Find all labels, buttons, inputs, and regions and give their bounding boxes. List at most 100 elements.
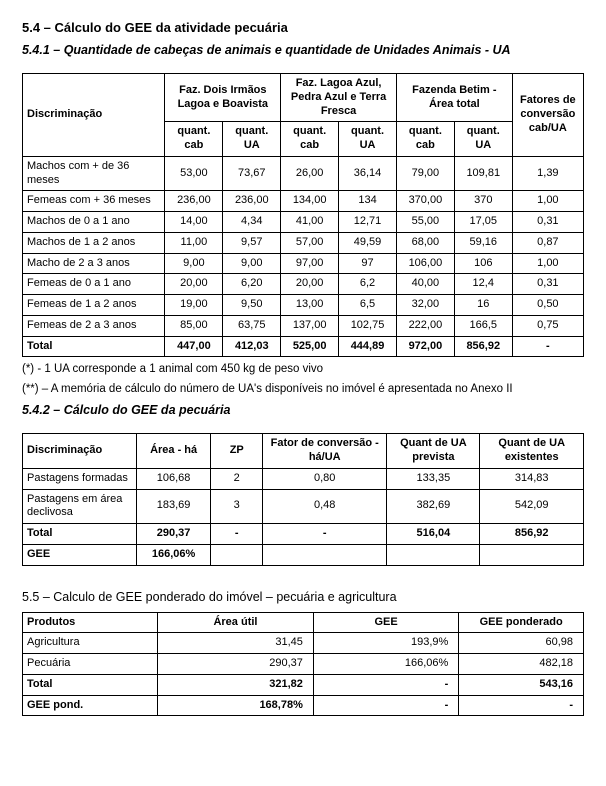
cell-value: 0,48 [263, 489, 387, 524]
row-label: Total [23, 674, 158, 695]
cell-value: 1,39 [512, 156, 583, 191]
table-row: Femeas de 0 a 1 ano20,006,2020,006,240,0… [23, 274, 584, 295]
cell-value [263, 544, 387, 565]
cell-value: 40,00 [396, 274, 454, 295]
cell-value: 482,18 [459, 654, 584, 675]
col-factors: Fatores de conversão cab/UA [512, 74, 583, 157]
cell-value: 97 [339, 253, 397, 274]
table-row: Machos de 0 a 1 ano14,004,3441,0012,7155… [23, 212, 584, 233]
cell-value: 49,59 [339, 232, 397, 253]
cell-value: 60,98 [459, 633, 584, 654]
cell-value: 972,00 [396, 336, 454, 357]
cell-value: 85,00 [165, 315, 223, 336]
cell-value: 12,71 [339, 212, 397, 233]
row-label: Femeas de 0 a 1 ano [23, 274, 165, 295]
cell-value: 133,35 [387, 468, 480, 489]
cell-value: 290,37 [158, 654, 314, 675]
cell-value: 236,00 [223, 191, 281, 212]
cell-value: 73,67 [223, 156, 281, 191]
cell-value: 20,00 [281, 274, 339, 295]
cell-value: 222,00 [396, 315, 454, 336]
cell-value: 19,00 [165, 295, 223, 316]
cell-value: 0,75 [512, 315, 583, 336]
cell-value: 97,00 [281, 253, 339, 274]
row-label: Femeas de 1 a 2 anos [23, 295, 165, 316]
cell-value: 0,50 [512, 295, 583, 316]
cell-value: 36,14 [339, 156, 397, 191]
cell-value: - [313, 695, 458, 716]
cell-value: 68,00 [396, 232, 454, 253]
table-row: Pastagens formadas106,6820,80133,35314,8… [23, 468, 584, 489]
cell-value: 166,06% [313, 654, 458, 675]
table-row: Pastagens em área declivosa183,6930,4838… [23, 489, 584, 524]
row-label: GEE pond. [23, 695, 158, 716]
cell-value: 370 [454, 191, 512, 212]
cell-value: 0,80 [263, 468, 387, 489]
cell-value: - [459, 695, 584, 716]
cell-value: 290,37 [136, 524, 211, 545]
cell-value: 106 [454, 253, 512, 274]
cell-value: 9,50 [223, 295, 281, 316]
cell-value: 53,00 [165, 156, 223, 191]
cell-value: 17,05 [454, 212, 512, 233]
col-farm2: Faz. Lagoa Azul, Pedra Azul e Terra Fres… [281, 74, 397, 122]
table-row: Pecuária290,37166,06%482,18 [23, 654, 584, 675]
cell-value: 6,2 [339, 274, 397, 295]
row-label: Femeas de 2 a 3 anos [23, 315, 165, 336]
cell-value: 166,06% [136, 544, 211, 565]
cell-value: 20,00 [165, 274, 223, 295]
cell-value: - [313, 674, 458, 695]
cell-value: 856,92 [480, 524, 584, 545]
cell-value: 0,31 [512, 212, 583, 233]
table-row: Machos de 1 a 2 anos11,009,5757,0049,596… [23, 232, 584, 253]
col-qcab: quant. cab [281, 122, 339, 157]
cell-value: 102,75 [339, 315, 397, 336]
row-label: Machos com + de 36 meses [23, 156, 165, 191]
cell-value: 31,45 [158, 633, 314, 654]
cell-value: 4,34 [223, 212, 281, 233]
cell-value: 13,00 [281, 295, 339, 316]
cell-value: 236,00 [165, 191, 223, 212]
cell-value: 9,00 [223, 253, 281, 274]
table-row: Femeas com + 36 meses236,00236,00134,001… [23, 191, 584, 212]
col-qe: Quant de UA existentes [480, 434, 584, 469]
section-5-4-1-title: 5.4.1 – Quantidade de cabeças de animais… [22, 43, 584, 57]
cell-value: 543,16 [459, 674, 584, 695]
row-label: Pecuária [23, 654, 158, 675]
row-label: Total [23, 524, 137, 545]
cell-value: 370,00 [396, 191, 454, 212]
cell-value: - [211, 524, 263, 545]
col-discriminacao: Discriminação [23, 74, 165, 157]
cell-value: 134 [339, 191, 397, 212]
col-fc: Fator de conversão - há/UA [263, 434, 387, 469]
cell-value: 0,87 [512, 232, 583, 253]
cell-value: 447,00 [165, 336, 223, 357]
cell-value: 9,57 [223, 232, 281, 253]
cell-value: 55,00 [396, 212, 454, 233]
col-area: Área - há [136, 434, 211, 469]
cell-value: 166,5 [454, 315, 512, 336]
col-qcab: quant. cab [396, 122, 454, 157]
cell-value: 59,16 [454, 232, 512, 253]
col-qcab: quant. cab [165, 122, 223, 157]
section-5-5-title: 5.5 – Calculo de GEE ponderado do imóvel… [22, 590, 584, 604]
col-qp: Quant de UA prevista [387, 434, 480, 469]
cell-value: 12,4 [454, 274, 512, 295]
cell-value: 183,69 [136, 489, 211, 524]
section-5-4-title: 5.4 – Cálculo do GEE da atividade pecuár… [22, 20, 584, 35]
cell-value: 193,9% [313, 633, 458, 654]
cell-value: 41,00 [281, 212, 339, 233]
cell-value: 109,81 [454, 156, 512, 191]
cell-value: 412,03 [223, 336, 281, 357]
table-animal-ua: Discriminação Faz. Dois Irmãos Lagoa e B… [22, 73, 584, 357]
col-zp: ZP [211, 434, 263, 469]
footnote-1: (*) - 1 UA corresponde a 1 animal com 45… [22, 363, 584, 375]
cell-value: 137,00 [281, 315, 339, 336]
row-label: Machos de 0 a 1 ano [23, 212, 165, 233]
cell-value: 168,78% [158, 695, 314, 716]
cell-value: 1,00 [512, 253, 583, 274]
row-label: Femeas com + 36 meses [23, 191, 165, 212]
cell-value: 856,92 [454, 336, 512, 357]
cell-value: 1,00 [512, 191, 583, 212]
footnote-2: (**) – A memória de cálculo do número de… [22, 383, 584, 395]
